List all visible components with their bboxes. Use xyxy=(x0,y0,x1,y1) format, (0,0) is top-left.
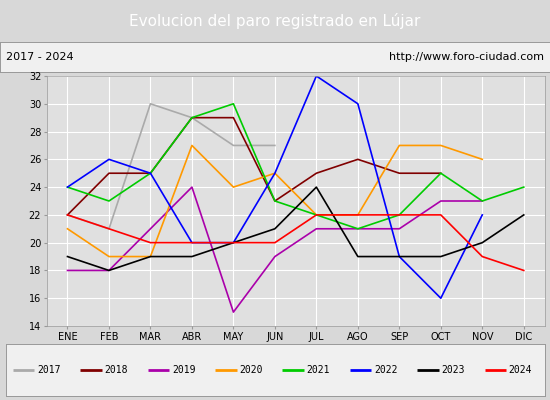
Text: 2024: 2024 xyxy=(509,365,532,375)
Text: 2023: 2023 xyxy=(442,365,465,375)
Text: 2017: 2017 xyxy=(37,365,60,375)
Text: 2018: 2018 xyxy=(104,365,128,375)
Text: 2019: 2019 xyxy=(172,365,195,375)
Text: 2020: 2020 xyxy=(239,365,263,375)
Text: 2021: 2021 xyxy=(307,365,330,375)
Text: http://www.foro-ciudad.com: http://www.foro-ciudad.com xyxy=(389,52,544,62)
Text: Evolucion del paro registrado en Lújar: Evolucion del paro registrado en Lújar xyxy=(129,13,421,29)
Text: 2022: 2022 xyxy=(374,365,398,375)
Text: 2017 - 2024: 2017 - 2024 xyxy=(6,52,73,62)
